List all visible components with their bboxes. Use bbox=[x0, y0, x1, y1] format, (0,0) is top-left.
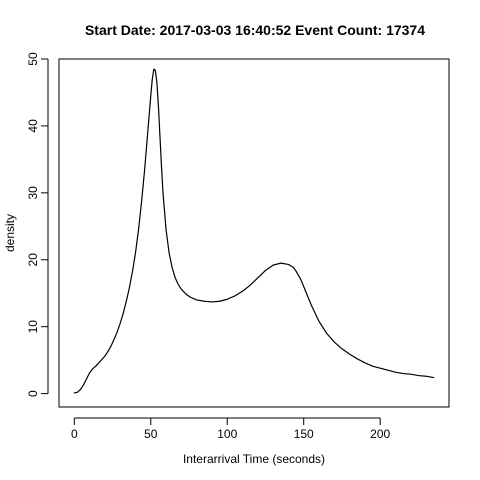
y-tick-label: 40 bbox=[26, 119, 40, 133]
y-tick-label: 50 bbox=[26, 52, 40, 66]
y-axis: 0 10 20 30 40 50 bbox=[26, 52, 49, 397]
density-curve bbox=[73, 68, 435, 394]
y-axis-label: density bbox=[3, 214, 17, 252]
chart-title: Start Date: 2017-03-03 16:40:52 Event Co… bbox=[85, 22, 425, 38]
y-tick-label: 10 bbox=[26, 320, 40, 334]
x-axis: 0 50 100 150 200 bbox=[71, 417, 391, 441]
x-tick-label: 150 bbox=[294, 427, 314, 441]
x-tick-label: 50 bbox=[144, 427, 158, 441]
x-tick-label: 100 bbox=[217, 427, 237, 441]
x-tick-label: 0 bbox=[71, 427, 78, 441]
y-tick-label: 0 bbox=[26, 390, 40, 397]
plot-frame bbox=[58, 58, 450, 408]
x-tick-label: 200 bbox=[370, 427, 390, 441]
y-tick-label: 30 bbox=[26, 186, 40, 200]
y-tick-label: 20 bbox=[26, 253, 40, 267]
x-axis-label: Interarrival Time (seconds) bbox=[183, 452, 325, 466]
